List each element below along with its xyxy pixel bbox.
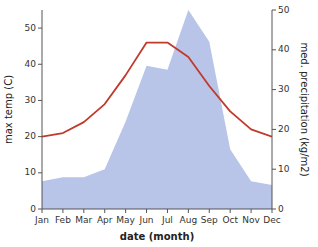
x-tick (209, 209, 210, 213)
y-tick (38, 172, 42, 173)
x-tick (188, 209, 189, 213)
x-tick (83, 209, 84, 213)
x-tick-label: Jan (34, 215, 49, 225)
x-tick-label: Jun (139, 215, 154, 225)
y-tick-label: 10 (25, 167, 37, 177)
x-tick-label: Mar (75, 215, 92, 225)
y2-tick-label: 10 (278, 164, 290, 174)
x-tick (62, 209, 63, 213)
x-axis-label: date (month) (120, 231, 194, 242)
x-axis-line (42, 209, 272, 210)
y2-tick-label: 0 (278, 204, 284, 214)
x-tick-label: May (116, 215, 135, 225)
y2-tick (272, 169, 276, 170)
y2-tick (272, 129, 276, 130)
y-tick-label: 0 (30, 204, 36, 214)
y-tick (38, 100, 42, 101)
x-tick (230, 209, 231, 213)
y-tick-label: 20 (25, 131, 37, 141)
y2-tick (272, 209, 276, 210)
y-axis-label: max temp (C) (3, 75, 14, 144)
y-tick (38, 64, 42, 65)
y-tick-label: 50 (25, 23, 37, 33)
y2-tick-label: 40 (278, 44, 290, 54)
y2-tick (272, 49, 276, 50)
x-tick (104, 209, 105, 213)
x-tick (42, 209, 43, 213)
x-tick (167, 209, 168, 213)
y2-tick-label: 30 (278, 84, 290, 94)
x-tick-label: Sep (201, 215, 218, 225)
x-tick-label: Dec (263, 215, 280, 225)
x-tick (125, 209, 126, 213)
x-tick (146, 209, 147, 213)
x-tick-label: Jul (161, 215, 173, 225)
x-tick-label: Feb (55, 215, 71, 225)
plot-area (42, 10, 272, 209)
y-tick-label: 40 (25, 59, 37, 69)
y-tick-label: 30 (25, 95, 37, 105)
x-tick-label: Nov (242, 215, 260, 225)
temperature-line (42, 43, 272, 137)
precipitation-area (42, 10, 272, 209)
x-tick-label: Oct (222, 215, 238, 225)
y2-tick-label: 20 (278, 124, 290, 134)
y2-axis-label: med. precipitation (kg/m2) (299, 42, 310, 176)
y-tick (38, 28, 42, 29)
x-tick (251, 209, 252, 213)
y2-axis-line (272, 10, 273, 209)
x-tick-label: Aug (180, 215, 198, 225)
y2-tick (272, 89, 276, 90)
x-tick-label: Apr (97, 215, 113, 225)
y2-tick (272, 10, 276, 11)
chart: 0 10 20 30 40 50 0 10 20 30 40 50 Jan Feb Mar AprMay Jun… (0, 0, 318, 247)
x-tick (272, 209, 273, 213)
y-axis-line (42, 10, 43, 209)
y2-tick-label: 50 (278, 5, 290, 15)
y-tick (38, 136, 42, 137)
y-tick (38, 209, 42, 210)
